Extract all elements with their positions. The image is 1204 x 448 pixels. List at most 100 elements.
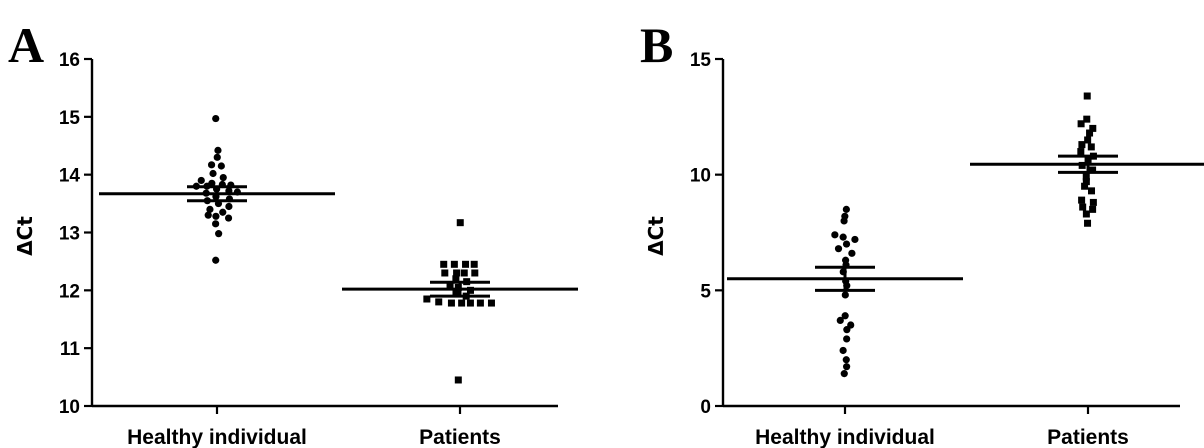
data-point [842, 205, 850, 213]
y-tick-label: 10 [690, 166, 711, 187]
y-tick-label: 12 [59, 281, 80, 302]
x-category-label: Healthy individual [127, 426, 307, 448]
data-point [224, 214, 233, 222]
panel-a: 10 11 12 13 14 15 16 ΔCt Healthy individual Patie… [13, 50, 578, 448]
data-point [1089, 124, 1097, 132]
data-point [440, 260, 448, 268]
data-point [450, 260, 458, 268]
y-tick-label: 5 [700, 281, 711, 302]
data-point [1083, 115, 1091, 123]
y-tick-label: 15 [59, 108, 81, 129]
data-point [1089, 166, 1097, 174]
data-point [1087, 143, 1095, 151]
group-patients [342, 219, 578, 384]
data-point [1079, 203, 1087, 211]
data-point [435, 298, 443, 306]
x-category-label: Patients [419, 426, 501, 448]
data-point [462, 260, 470, 268]
data-point [454, 283, 462, 291]
y-axis-title: ΔCt [13, 216, 37, 256]
x-category-label: Patients [1047, 426, 1129, 448]
data-point [212, 220, 220, 228]
data-point [454, 376, 462, 384]
data-point [1084, 219, 1092, 227]
group-healthy-individual [727, 205, 963, 378]
data-point [471, 269, 479, 277]
data-point [848, 249, 856, 257]
data-point [456, 219, 464, 227]
panel-b-letter: B [640, 17, 673, 73]
data-point [215, 230, 223, 238]
data-point [1083, 92, 1091, 100]
y-tick-label: 10 [59, 397, 80, 418]
data-point [840, 370, 848, 378]
y-tick-label: 14 [59, 166, 81, 187]
data-point [466, 299, 474, 307]
data-point [1082, 210, 1090, 218]
data-point [842, 356, 850, 364]
data-point [1077, 120, 1085, 128]
data-point [1089, 205, 1097, 213]
data-point [452, 275, 460, 283]
data-point [1084, 136, 1092, 144]
data-point [446, 281, 454, 289]
data-point [1086, 129, 1094, 137]
data-point [851, 235, 859, 244]
data-point [458, 299, 466, 307]
group-healthy-individual [99, 114, 335, 264]
data-point [840, 217, 848, 225]
data-point [836, 316, 844, 325]
data-point [217, 162, 225, 170]
data-point [212, 256, 220, 264]
data-point [209, 169, 217, 178]
data-point [841, 291, 849, 299]
data-point [1081, 182, 1089, 190]
group-patients [970, 92, 1204, 227]
data-point [204, 211, 212, 219]
data-point [447, 299, 455, 307]
data-point [453, 269, 461, 277]
panel-b: 0 5 10 15 ΔCt Healthy individual Patients [644, 50, 1204, 448]
data-point [1078, 196, 1086, 204]
data-point [212, 114, 220, 123]
data-point [213, 153, 221, 161]
y-tick-label: 13 [59, 224, 80, 245]
data-point [1082, 173, 1090, 181]
data-point [1088, 187, 1096, 195]
data-point [423, 295, 431, 303]
data-point [452, 289, 460, 297]
data-point [197, 176, 205, 185]
data-point [476, 299, 484, 307]
data-point [207, 161, 216, 169]
data-point [831, 231, 839, 239]
data-point [843, 326, 851, 334]
y-tick-label: 15 [690, 50, 712, 71]
data-point [212, 212, 220, 220]
data-point [219, 173, 227, 182]
data-point [214, 146, 222, 154]
y-tick-label: 0 [700, 397, 711, 418]
data-point [1077, 148, 1085, 156]
data-point [1089, 198, 1097, 206]
data-point [441, 269, 449, 277]
data-point [225, 202, 233, 211]
y-tick-label: 11 [60, 339, 81, 360]
data-point [839, 346, 847, 355]
data-point [470, 260, 478, 268]
data-point [219, 208, 227, 216]
data-point [842, 240, 851, 248]
data-point [834, 245, 843, 253]
data-point [460, 269, 468, 277]
data-point [206, 205, 214, 213]
data-point [1082, 178, 1090, 186]
x-category-label: Healthy individual [755, 426, 935, 448]
y-tick-label: 16 [59, 50, 80, 71]
data-point [843, 363, 851, 371]
data-point [843, 335, 851, 343]
data-point [487, 299, 495, 307]
data-point [1078, 141, 1086, 149]
data-point [841, 312, 849, 320]
panel-a-letter: A [8, 17, 44, 73]
data-point [839, 233, 847, 241]
